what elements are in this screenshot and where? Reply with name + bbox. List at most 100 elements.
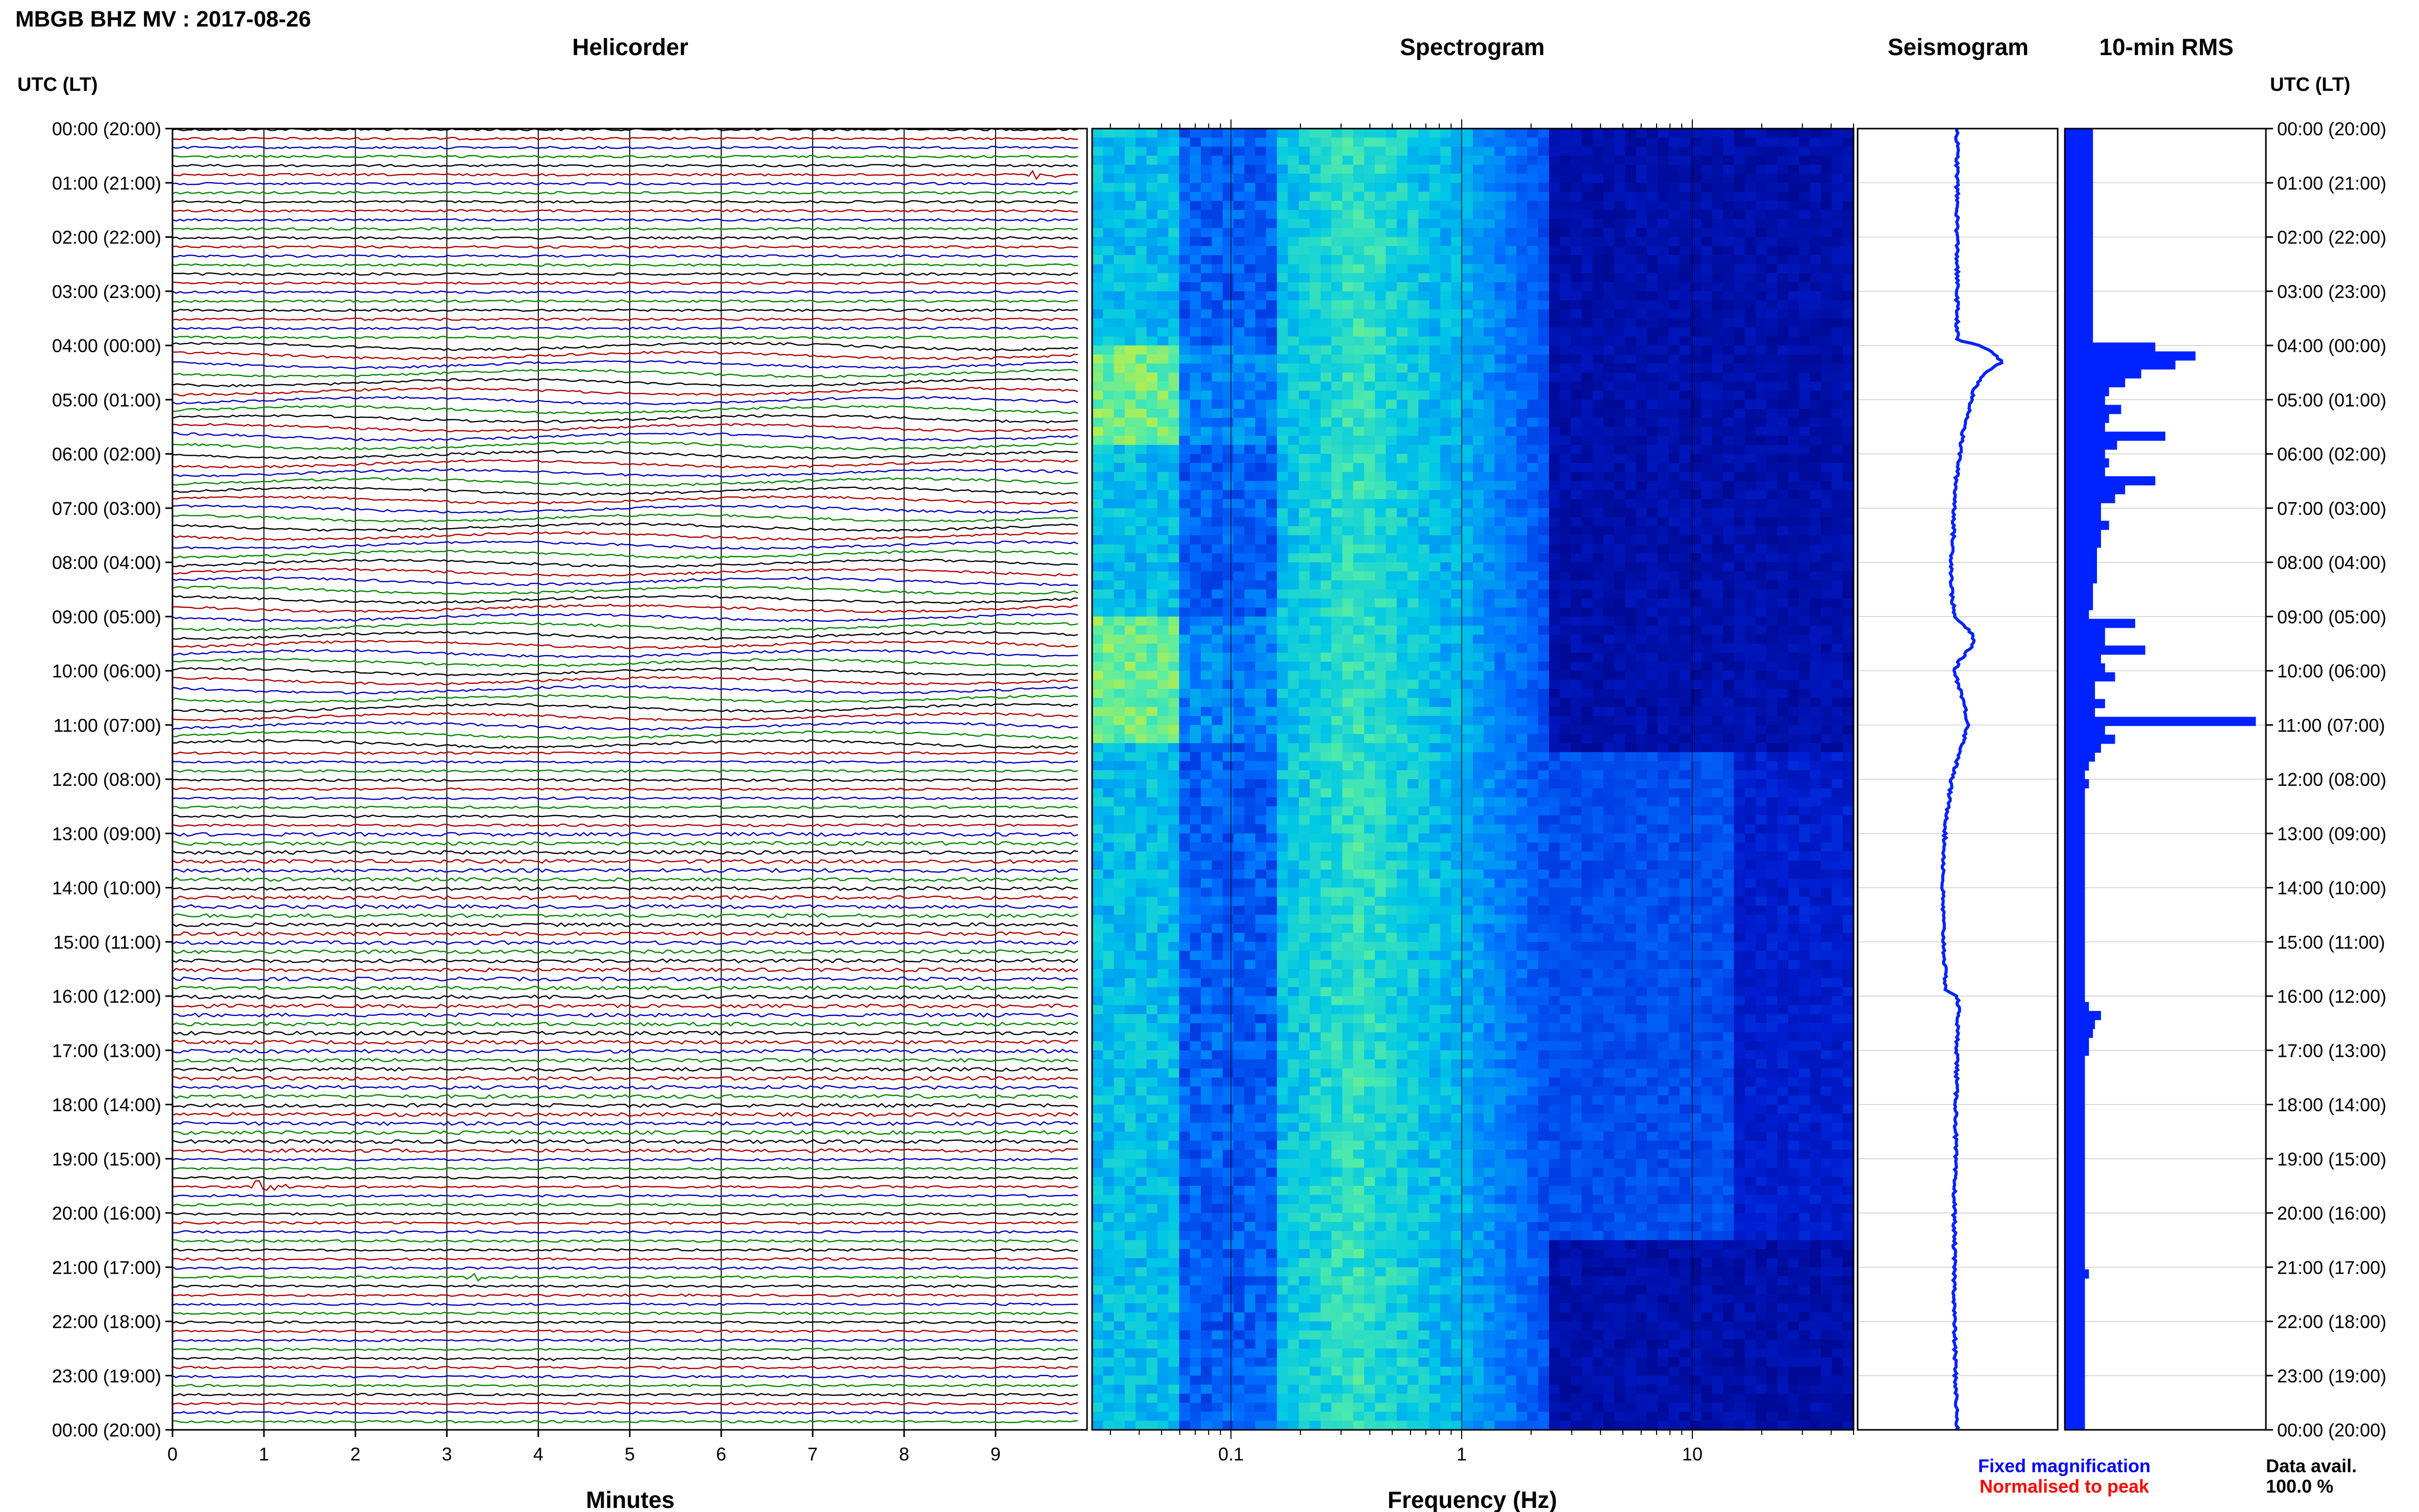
spectrogram-cell (1668, 707, 1680, 716)
spectrogram-cell (1244, 237, 1256, 246)
spectrogram-cell (1842, 246, 1854, 256)
spectrogram-cell (1636, 526, 1647, 536)
spectrogram-cell (1114, 201, 1125, 210)
helicorder-trace (172, 685, 1078, 695)
spectrogram-cell (1299, 553, 1310, 563)
spectrogram-cell (1331, 255, 1343, 265)
helicorder-trace (172, 155, 1078, 159)
spectrogram-cell (1299, 417, 1310, 427)
spectrogram-cell (1636, 291, 1647, 301)
spectrogram-cell (1244, 336, 1256, 346)
spectrogram-cell (1201, 381, 1212, 391)
spectrogram-cell (1212, 381, 1223, 391)
spectrogram-cell (1255, 336, 1267, 346)
spectrogram-cell (1288, 508, 1299, 518)
spectrogram-cell (1723, 345, 1735, 355)
spectrogram-cell (1690, 517, 1702, 527)
spectrogram-cell (1190, 309, 1201, 319)
helicorder-trace (172, 441, 1078, 451)
spectrogram-cell (1516, 607, 1528, 617)
spectrogram-cell (1810, 671, 1821, 680)
spectrogram-cell (1277, 255, 1289, 265)
spectrogram-cell (1179, 517, 1191, 527)
spectrogram-cell (1244, 671, 1256, 680)
spectrogram-cell (1527, 183, 1539, 192)
spectrogram-cell (1756, 255, 1767, 265)
spectrogram-cell (1244, 562, 1256, 572)
spectrogram-cell (1777, 725, 1789, 735)
spectrogram-cell (1832, 707, 1843, 716)
helicorder-trace (172, 1203, 1078, 1207)
spectrogram-cell (1473, 173, 1484, 183)
spectrogram-cell (1353, 146, 1365, 156)
spectrogram-cell (1810, 327, 1821, 337)
spectrogram-cell (1375, 427, 1387, 436)
spectrogram-cell (1451, 381, 1463, 391)
spectrogram-cell (1222, 454, 1234, 463)
spectrogram-cell (1680, 219, 1691, 229)
spectrogram-cell (1136, 210, 1147, 219)
spectrogram-cell (1168, 698, 1180, 707)
spectrogram-cell (1614, 417, 1625, 427)
spectrogram-cell (1146, 716, 1158, 726)
spectrogram-cell (1320, 653, 1332, 662)
spectrogram-cell (1299, 481, 1310, 490)
spectrogram-cell (1222, 228, 1234, 238)
spectrogram-cell (1299, 173, 1310, 183)
spectrogram-cell (1310, 336, 1321, 346)
spectrogram-cell (1386, 734, 1397, 743)
spectrogram-cell (1429, 390, 1441, 400)
spectrogram-cell (1842, 725, 1854, 735)
spectrogram-cell (1647, 454, 1658, 463)
spectrogram-cell (1505, 173, 1517, 183)
spectrogram-cell (1310, 192, 1321, 202)
spectrogram-cell (1527, 409, 1539, 418)
spectrogram-cell (1734, 535, 1745, 545)
spectrogram-cell (1288, 400, 1299, 409)
spectrogram-cell (1255, 535, 1267, 545)
spectrogram-cell (1462, 517, 1473, 527)
spectrogram-cell (1592, 137, 1604, 147)
spectrogram-cell (1549, 318, 1561, 328)
spectrogram-cell (1092, 255, 1103, 265)
spectrogram-cell (1157, 327, 1169, 337)
spectrogram-cell (1788, 192, 1799, 202)
spectrogram-cell (1821, 571, 1832, 581)
spectrogram-cell (1668, 164, 1680, 175)
spectrogram-cell (1299, 146, 1310, 156)
spectrogram-cell (1266, 734, 1277, 743)
spectrogram-cell (1396, 716, 1408, 726)
spectrogram-cell (1331, 444, 1343, 455)
spectrogram-cell (1375, 653, 1387, 662)
spectrogram-cell (1636, 472, 1647, 482)
spectrogram-cell (1614, 309, 1625, 319)
spectrogram-cell (1353, 192, 1365, 202)
spectrogram-cell (1592, 336, 1604, 346)
spectrogram-cell (1560, 517, 1571, 527)
spectrogram-cell (1157, 499, 1169, 509)
spectrogram-cell (1538, 173, 1549, 183)
spectrogram-cell (1157, 173, 1169, 183)
spectrogram-cell (1092, 653, 1103, 662)
spectrogram-cell (1277, 309, 1289, 319)
spectrogram-cell (1560, 454, 1571, 463)
spectrogram-cell (1473, 264, 1484, 274)
spectrogram-cell (1690, 688, 1702, 699)
spectrogram-cell (1723, 282, 1735, 292)
spectrogram-cell (1592, 219, 1604, 229)
spectrogram-cell (1266, 544, 1277, 554)
spectrogram-cell (1842, 273, 1854, 283)
spectrogram-cell (1756, 454, 1767, 463)
spectrogram-cell (1462, 490, 1473, 500)
spectrogram-cell (1277, 137, 1289, 147)
spectrogram-cell (1560, 580, 1571, 590)
spectrogram-cell (1179, 417, 1191, 427)
spectrogram-cell (1484, 571, 1495, 581)
spectrogram-cell (1527, 634, 1539, 644)
helicorder-trace (172, 976, 1078, 982)
spectrogram-cell (1222, 201, 1234, 210)
spectrogram-cell (1244, 137, 1256, 147)
spectrogram-cell (1386, 725, 1397, 735)
spectrogram-cell (1179, 725, 1191, 735)
spectrogram-cell (1190, 526, 1201, 536)
